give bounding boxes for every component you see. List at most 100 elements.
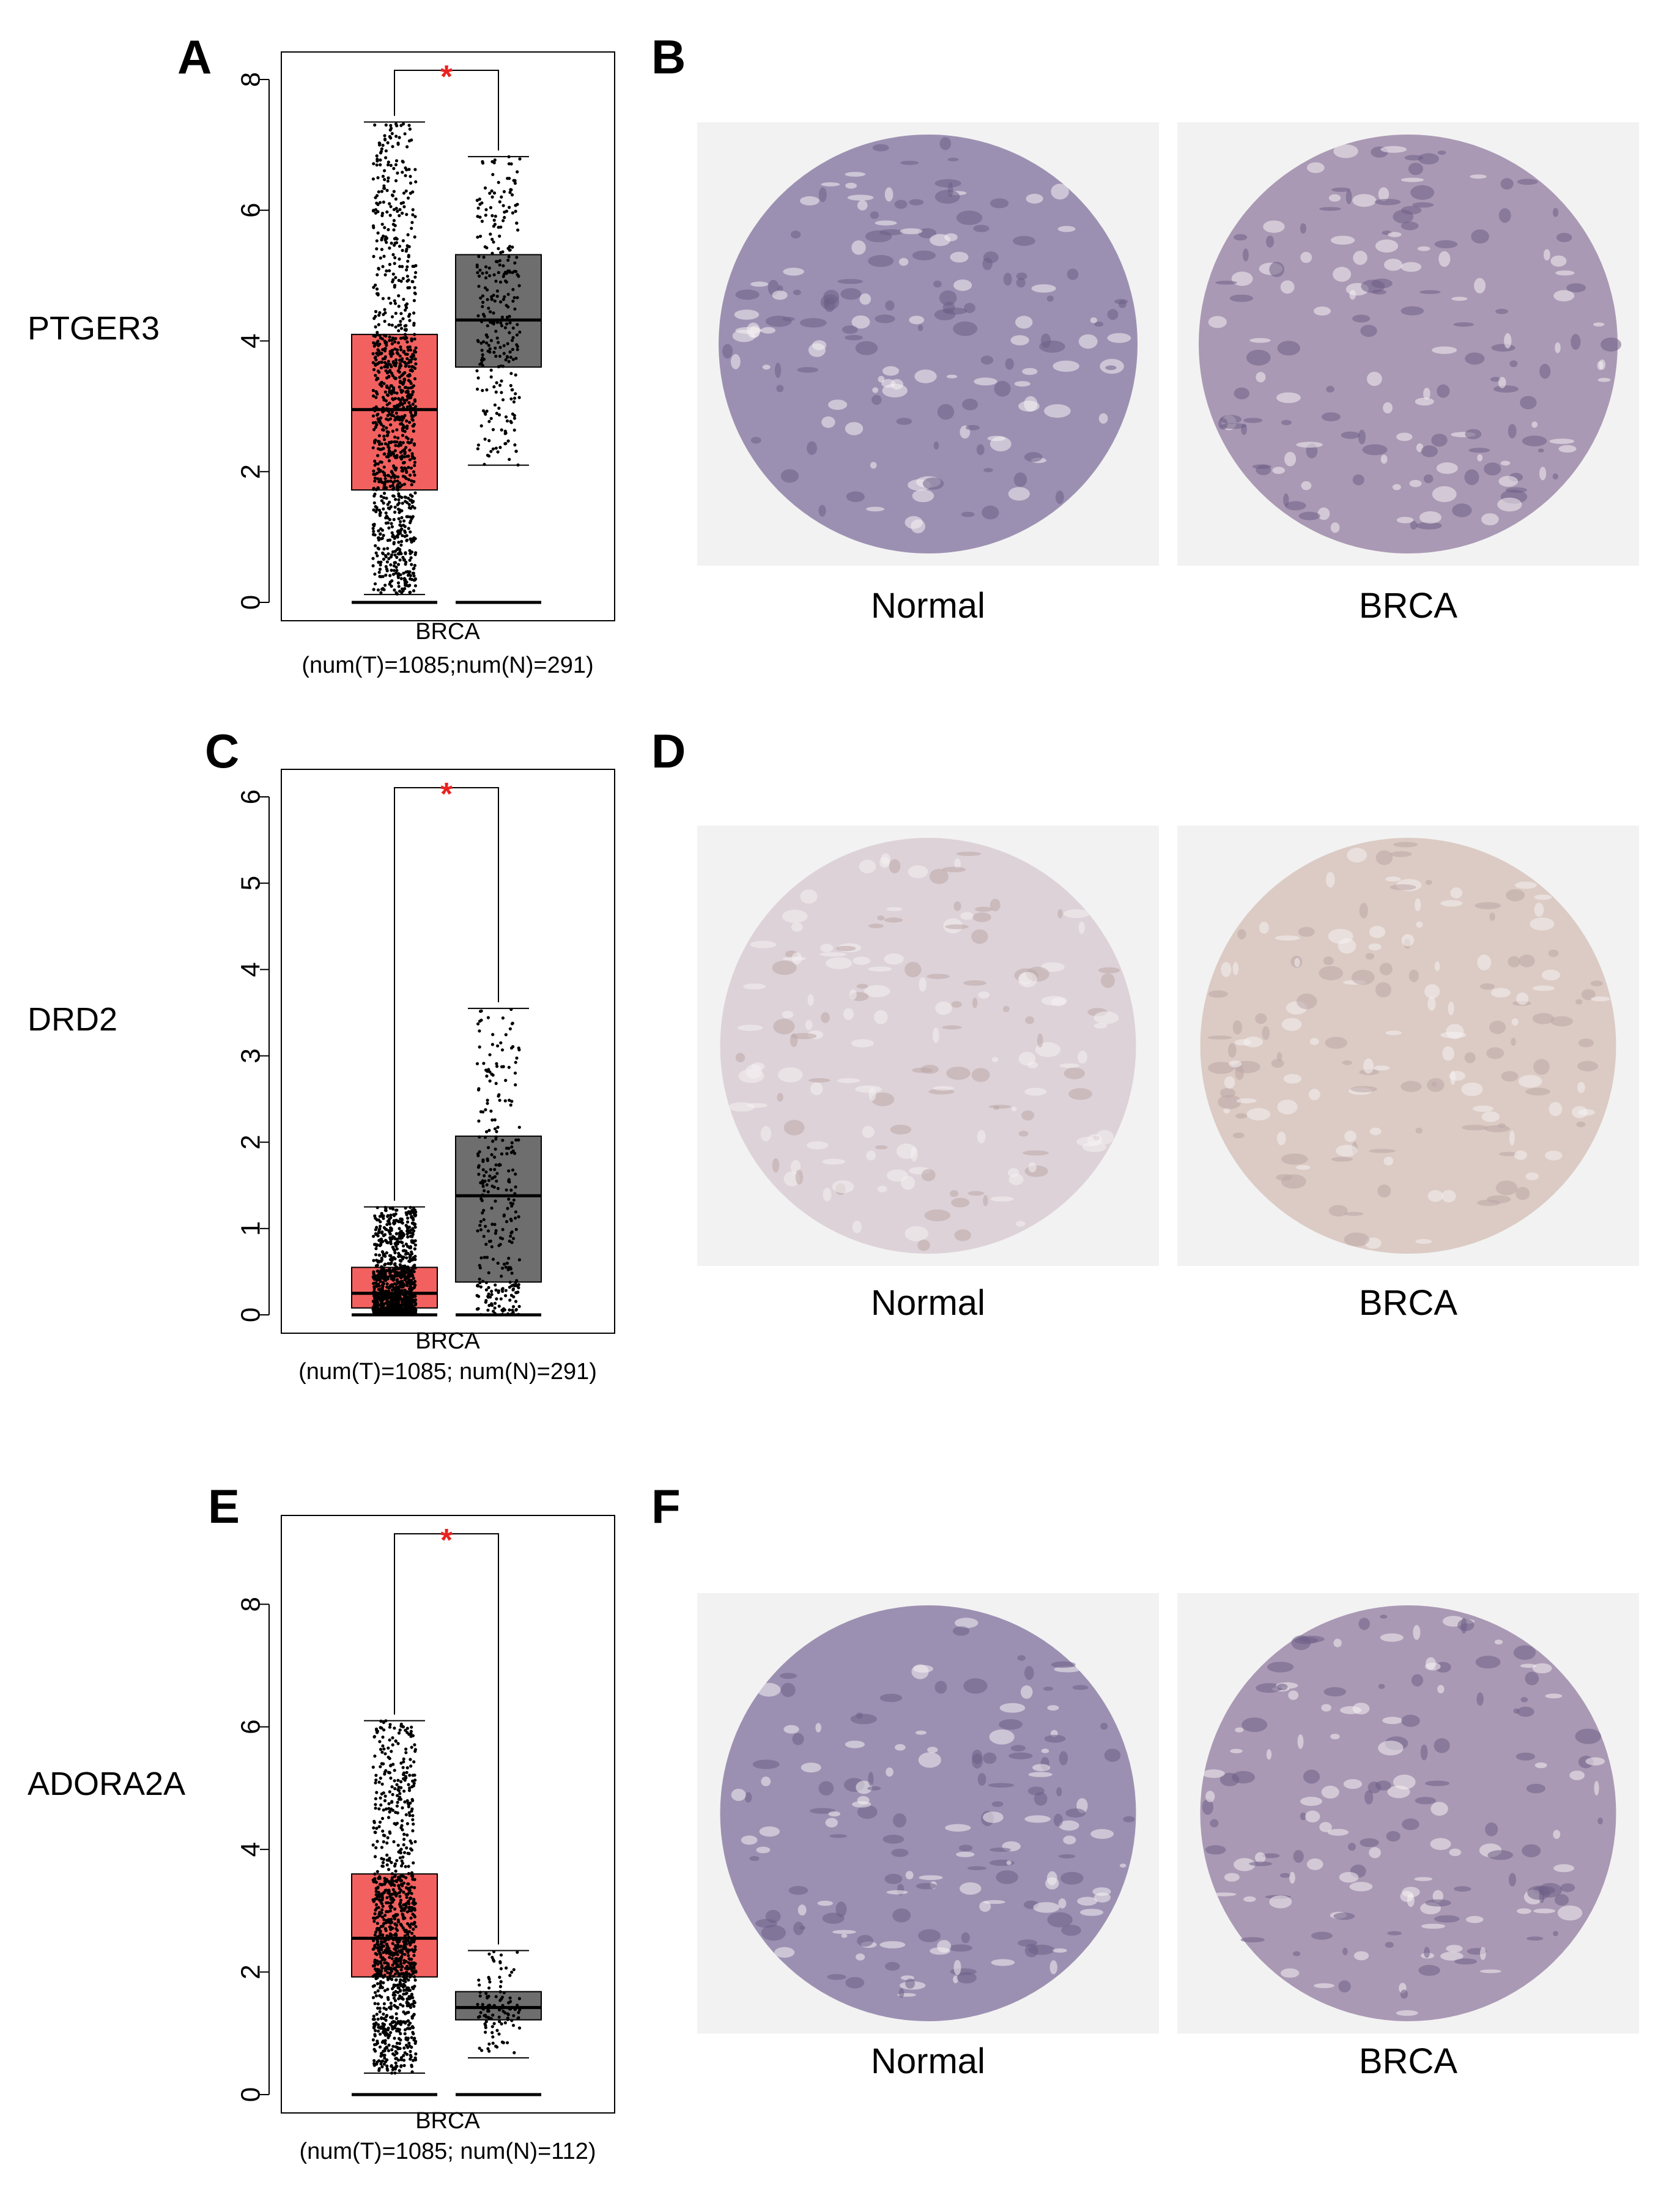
tissue-fiber: [933, 1027, 939, 1043]
data-point: [372, 1308, 376, 1312]
tissue-fiber: [795, 1169, 804, 1185]
data-point: [404, 1903, 407, 1906]
data-point: [478, 1994, 482, 1998]
data-point: [383, 583, 387, 587]
data-point: [395, 428, 399, 432]
tissue-fiber: [1430, 1802, 1448, 1816]
tissue-fiber: [1232, 962, 1239, 975]
tissue-fiber: [1415, 1797, 1436, 1805]
data-point: [376, 2018, 380, 2021]
tissue-fiber: [1235, 1727, 1244, 1733]
data-point: [514, 392, 517, 396]
data-point: [516, 2003, 519, 2007]
data-point: [413, 1300, 417, 1304]
data-point: [386, 516, 390, 520]
data-point: [383, 349, 387, 353]
data-point: [406, 574, 410, 577]
tissue-fiber: [905, 1226, 928, 1241]
tissue-fiber: [1053, 1948, 1067, 1953]
data-point: [410, 226, 413, 230]
tissue-fiber: [1255, 1013, 1267, 1024]
tissue-fiber: [919, 1875, 943, 1881]
tissue-fiber: [772, 1158, 780, 1173]
data-point: [512, 1198, 516, 1202]
tissue-fiber: [1345, 190, 1352, 204]
data-point: [395, 2016, 399, 2021]
tissue-fiber: [1516, 992, 1529, 1005]
data-point: [380, 223, 384, 226]
data-point: [490, 214, 494, 218]
tissue-fiber: [1271, 1059, 1284, 1068]
data-point: [389, 1901, 393, 1905]
data-point: [491, 2041, 495, 2045]
data-point: [504, 1079, 508, 1082]
data-point: [383, 1834, 387, 1838]
data-point: [503, 1099, 507, 1103]
data-point: [484, 265, 488, 268]
data-point: [382, 2007, 386, 2010]
data-point: [405, 1256, 409, 1260]
data-point: [511, 1237, 516, 1240]
data-point: [500, 1274, 503, 1278]
data-point: [377, 2059, 381, 2063]
data-point: [385, 1918, 388, 1922]
tissue-fiber: [1294, 958, 1300, 967]
data-point: [413, 377, 417, 381]
tissue-fiber: [993, 1105, 1000, 1110]
data-point: [410, 452, 414, 456]
data-point: [489, 368, 493, 372]
data-point: [400, 539, 404, 544]
tissue-fiber: [1555, 1894, 1569, 1906]
tissue-fiber: [878, 375, 885, 383]
tissue-fiber: [1285, 501, 1306, 511]
data-point: [510, 1271, 514, 1275]
tissue-fiber: [777, 1093, 783, 1102]
data-point: [388, 339, 391, 342]
tissue-fiber: [933, 280, 942, 288]
y-tick-label: 5: [236, 876, 266, 890]
data-point: [406, 1892, 410, 1896]
data-point: [413, 1915, 417, 1918]
data-point: [487, 1994, 490, 1998]
data-point: [391, 1763, 395, 1766]
data-point: [412, 1953, 416, 1958]
data-point: [405, 426, 409, 431]
tissue-fiber: [823, 298, 830, 307]
tissue-fiber: [1497, 497, 1522, 512]
tissue-fiber: [950, 251, 969, 263]
data-point: [372, 1920, 376, 1923]
data-point: [376, 376, 379, 380]
data-point: [481, 1160, 485, 1163]
tissue-fiber: [866, 506, 885, 512]
data-point: [477, 1119, 481, 1123]
data-point: [399, 1217, 402, 1221]
data-point: [376, 1989, 380, 1992]
data-point: [487, 306, 490, 310]
data-point: [412, 1270, 416, 1273]
tissue-core: [720, 838, 1136, 1254]
data-point: [389, 2031, 393, 2035]
tissue-fiber: [1308, 1089, 1320, 1100]
data-point: [497, 1304, 501, 1308]
data-point: [403, 328, 407, 331]
tissue-fiber: [881, 379, 896, 388]
data-point: [411, 208, 415, 212]
significance-bracket: [394, 787, 499, 1201]
data-point: [385, 2014, 389, 2018]
data-point: [402, 1777, 405, 1781]
data-point: [514, 1210, 518, 1214]
y-tick-label: 8: [236, 72, 266, 87]
data-point: [395, 124, 399, 128]
data-point: [396, 1788, 400, 1792]
data-point: [380, 1940, 384, 1944]
data-point: [412, 298, 416, 303]
tissue-fiber: [1094, 321, 1104, 327]
tissue-fiber: [1451, 297, 1468, 301]
data-point: [404, 446, 408, 449]
data-point: [383, 319, 387, 324]
tissue-fiber: [1597, 377, 1611, 382]
data-point: [489, 375, 493, 379]
tissue-fiber: [1234, 234, 1248, 241]
data-point: [412, 311, 416, 315]
data-point: [394, 416, 398, 420]
